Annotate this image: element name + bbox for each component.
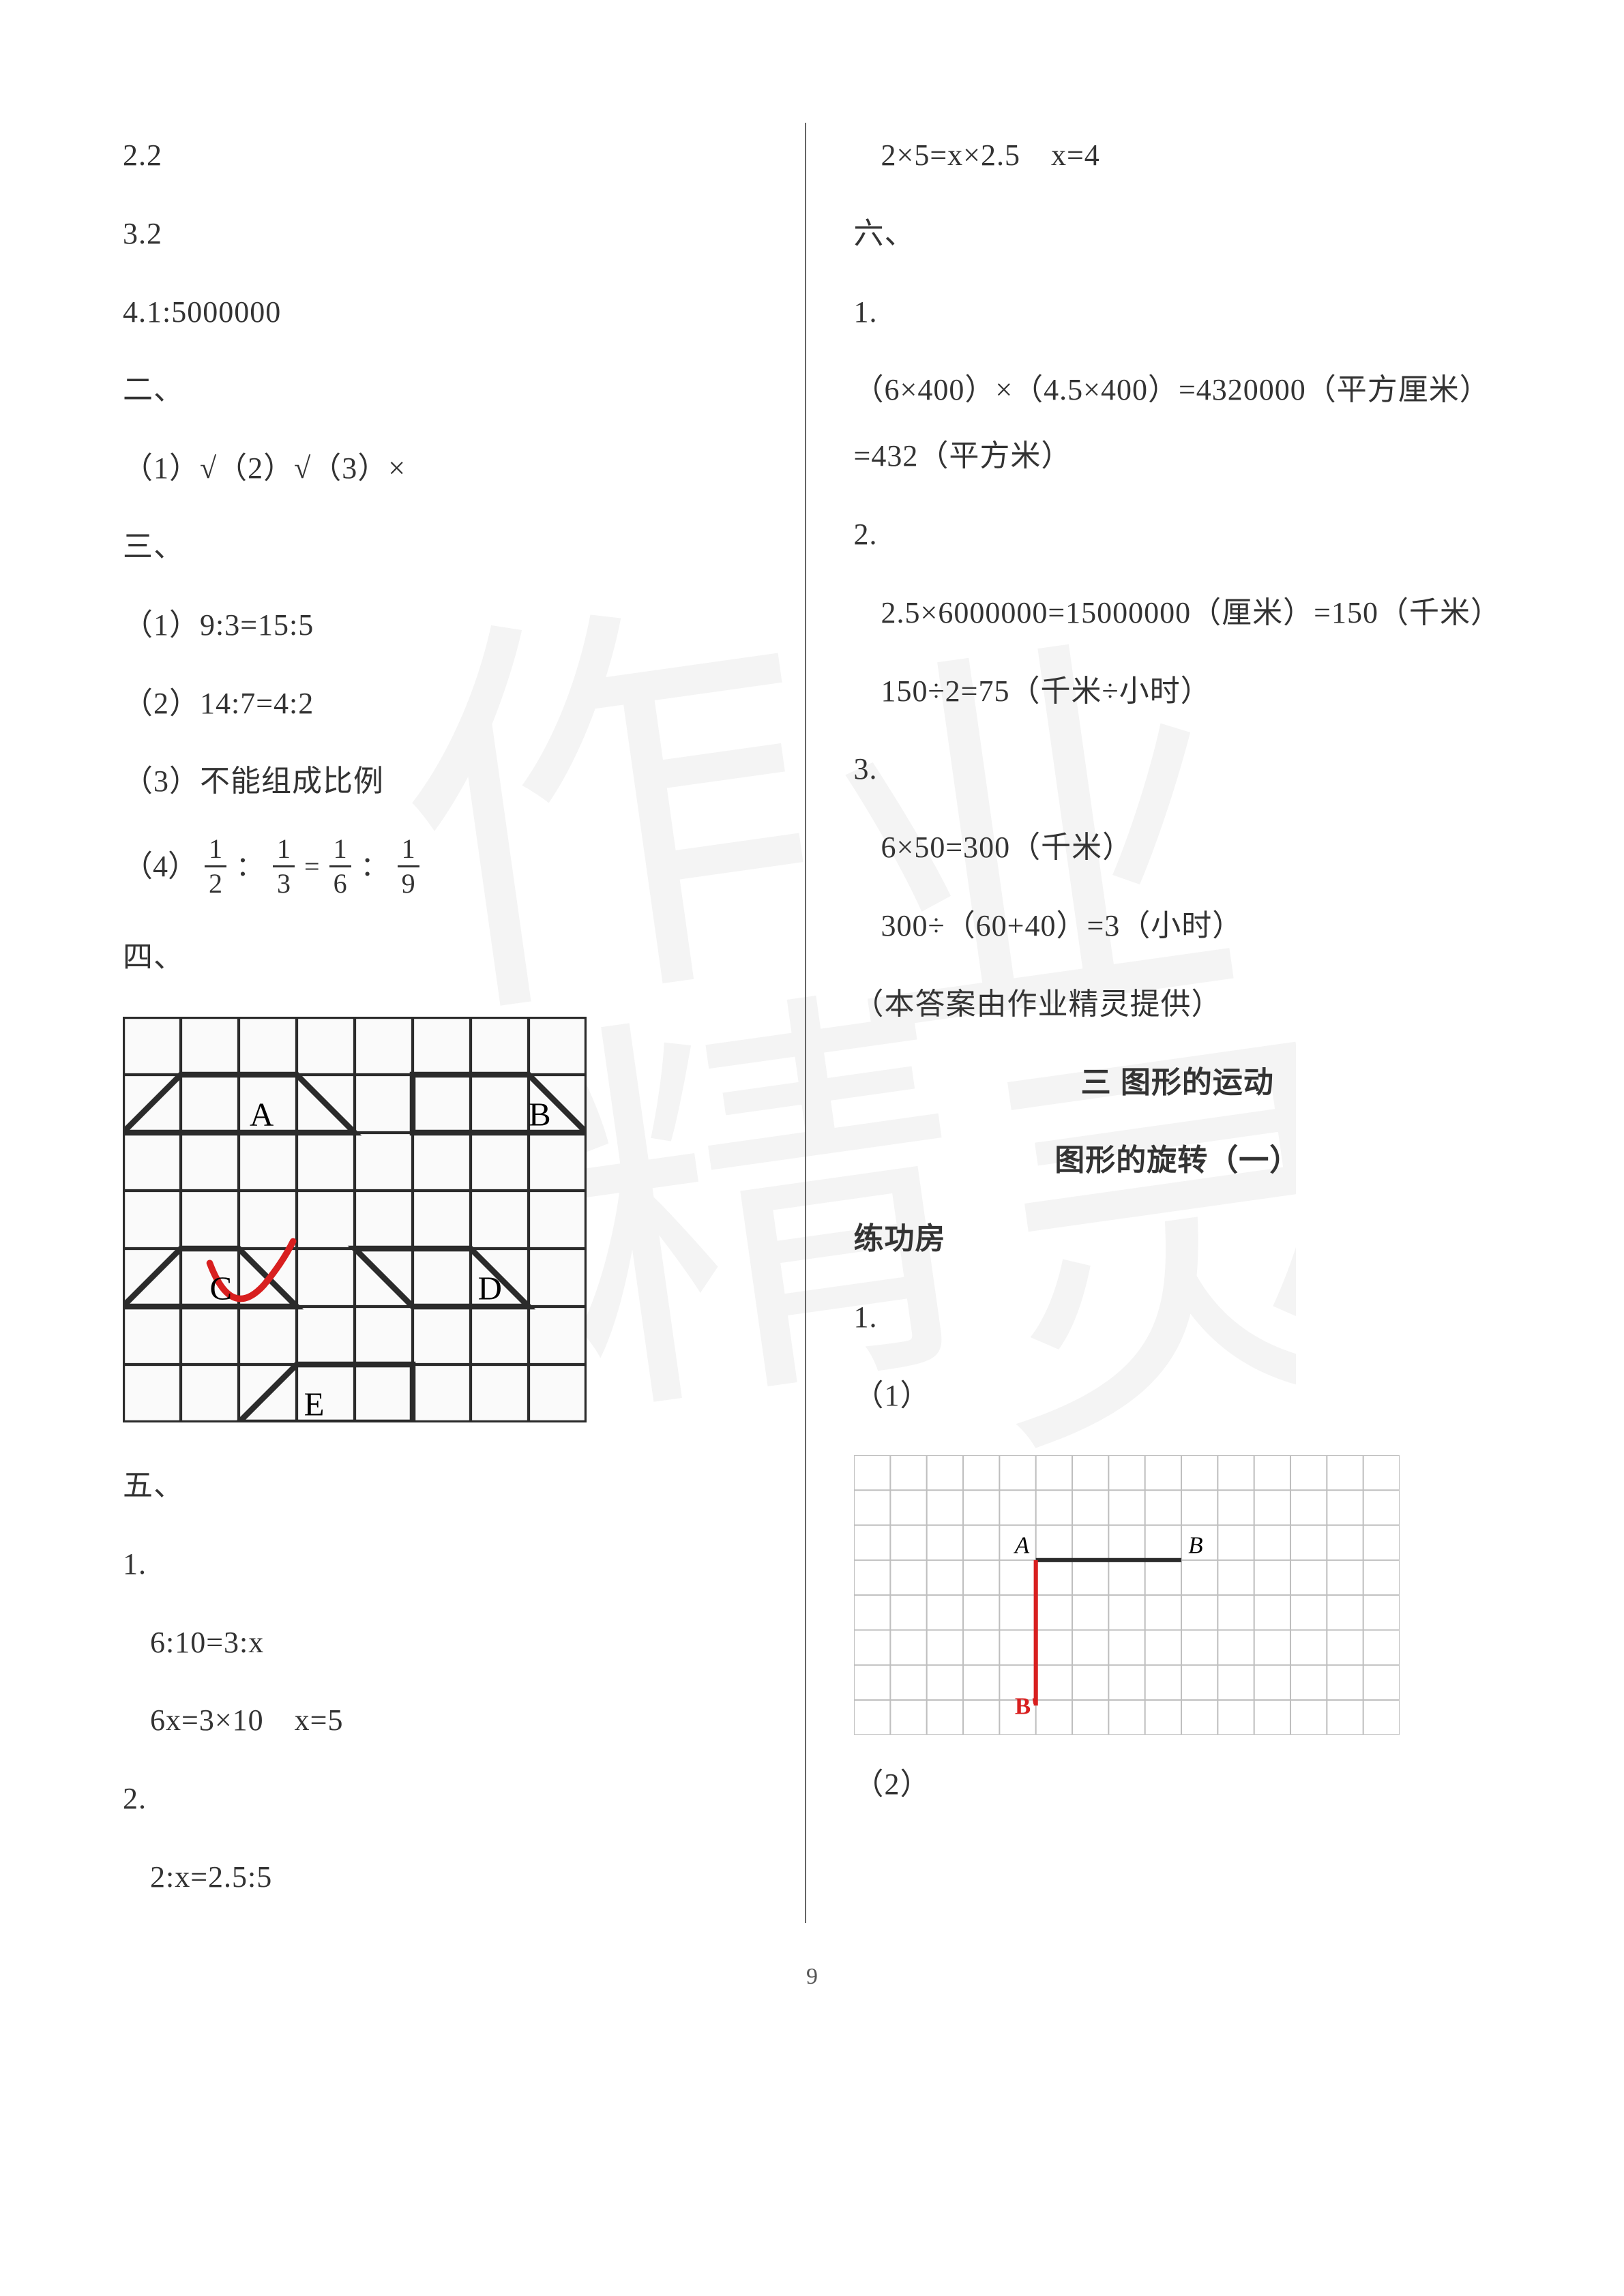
text-line: 1.	[123, 1532, 771, 1598]
svg-text:B: B	[1188, 1532, 1202, 1558]
colon: ：	[236, 853, 263, 880]
fraction: 1 6	[329, 835, 351, 897]
fraction: 1 9	[398, 835, 419, 897]
text-line: 2.5×6000000=15000000（厘米）=150（千米）	[854, 580, 1502, 646]
fraction-equation: （4） 1 2 ： 1 3 = 1 6 ： 1 9	[123, 835, 771, 897]
unit-title: 三 图形的运动	[854, 1050, 1502, 1116]
text-line: 6×50=300（千米）	[854, 815, 1502, 881]
text-line: （2）	[854, 1752, 1502, 1818]
text-line: 6:10=3:x	[123, 1610, 771, 1676]
text-line: （2）14:7=4:2	[123, 671, 771, 737]
text-line: 300÷（60+40）=3（小时）	[854, 893, 1502, 959]
section-heading-3: 三、	[123, 514, 771, 580]
right-column: 2×5=x×2.5 x=4 六、 1. （6×400）×（4.5×400）=43…	[806, 123, 1502, 1923]
item-label: （4）	[123, 852, 198, 882]
section-heading-2: 二、	[123, 357, 771, 423]
svg-text:B': B'	[1014, 1693, 1037, 1719]
text-line: （本答案由作业精灵提供）	[854, 972, 1502, 1038]
text-line: 2×5=x×2.5 x=4	[854, 123, 1502, 189]
svg-text:B: B	[529, 1095, 551, 1133]
text-line: （1）√（2）√（3）×	[123, 436, 771, 502]
text-line: 1.	[854, 280, 1502, 346]
practice-heading: 练功房	[854, 1206, 1502, 1272]
left-column: 2.2 3.2 4.1:5000000 二、 （1）√（2）√（3）× 三、 （…	[123, 123, 806, 1923]
text-line: 3.	[854, 736, 1502, 803]
section-heading-4: 四、	[123, 925, 771, 991]
text-line: 2.	[123, 1766, 771, 1832]
text-line: （1）9:3=15:5	[123, 593, 771, 659]
text-line: 2:x=2.5:5	[123, 1845, 771, 1911]
text-line: 150÷2=75（千米÷小时）	[854, 659, 1502, 725]
text-line: 1.	[854, 1285, 1502, 1351]
two-column-layout: 2.2 3.2 4.1:5000000 二、 （1）√（2）√（3）× 三、 （…	[123, 123, 1501, 1923]
text-line: 2.2	[123, 123, 771, 189]
lesson-title: 图形的旋转（一）	[854, 1128, 1502, 1194]
text-line: 4.1:5000000	[123, 280, 771, 346]
svg-text:A: A	[250, 1095, 274, 1133]
equals: =	[304, 853, 320, 880]
svg-text:D: D	[478, 1269, 502, 1307]
text-line: （6×400）×（4.5×400）=4320000（平方厘米）=432（平方米）	[854, 357, 1502, 490]
section-heading-5: 五、	[123, 1453, 771, 1519]
text-line: （3）不能组成比例	[123, 749, 771, 815]
svg-text:A: A	[1013, 1532, 1029, 1558]
svg-text:E: E	[304, 1385, 325, 1422]
grid-figure-2: A B B'	[854, 1455, 1400, 1735]
text-line: 6x=3×10 x=5	[123, 1688, 771, 1754]
section-heading-6: 六、	[854, 201, 1502, 267]
fraction: 1 3	[273, 835, 295, 897]
page-number: 9	[123, 1964, 1501, 1990]
svg-text:C: C	[210, 1269, 233, 1307]
text-line: （1）	[854, 1363, 1502, 1429]
text-line: 3.2	[123, 201, 771, 267]
colon: ：	[361, 853, 388, 880]
grid-figure-1: A B C D E	[123, 1017, 587, 1422]
text-line: 2.	[854, 502, 1502, 568]
fraction: 1 2	[205, 835, 226, 897]
